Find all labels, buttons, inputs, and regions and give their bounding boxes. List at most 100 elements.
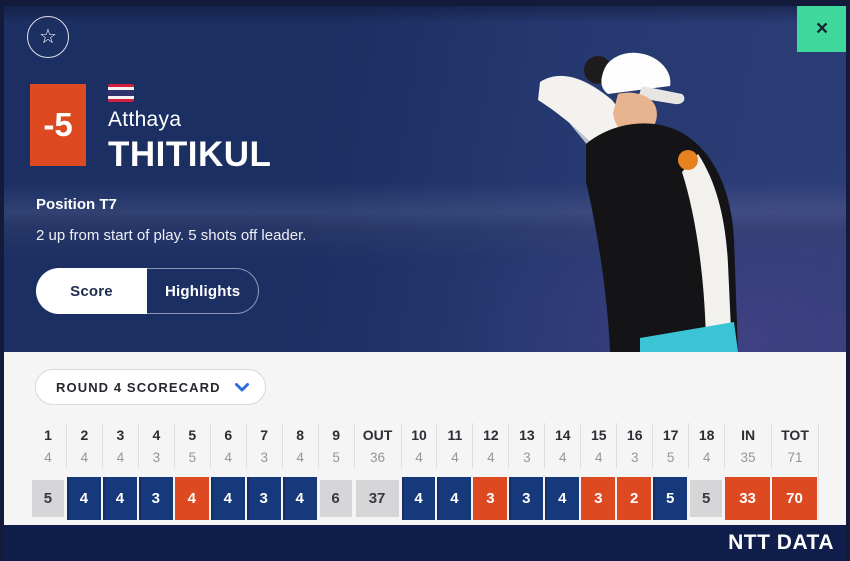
column-header: OUT 36 bbox=[353, 423, 401, 468]
score-cell: 4 bbox=[66, 477, 101, 520]
par-value: 4 bbox=[44, 449, 52, 465]
scorecard-column-in: IN 35 33 bbox=[724, 423, 771, 520]
score-cell: 3 bbox=[246, 477, 281, 520]
hole-number: 17 bbox=[662, 426, 679, 443]
par-value: 5 bbox=[188, 449, 197, 465]
score-cell-wrap: 4 bbox=[544, 477, 580, 520]
player-scorecard-modal: ☆ × -5 Atthaya THITIKUL Position T7 2 up… bbox=[4, 6, 846, 561]
tab-highlights[interactable]: Highlights bbox=[147, 268, 260, 314]
column-header: 15 4 bbox=[580, 423, 616, 468]
column-header: IN 35 bbox=[724, 423, 771, 468]
score-cell: 3 bbox=[509, 477, 544, 520]
scorecard-column-15: 15 4 3 bbox=[580, 423, 616, 520]
scorecard-column-13: 13 3 3 bbox=[508, 423, 544, 520]
scorecard-column-17: 17 5 5 bbox=[652, 423, 688, 520]
score-cell-wrap: 4 bbox=[436, 477, 472, 520]
favorite-button[interactable]: ☆ bbox=[27, 16, 69, 58]
hole-number: 6 bbox=[224, 426, 233, 443]
hole-number: TOT bbox=[781, 426, 809, 443]
hole-number: IN bbox=[741, 426, 756, 443]
round-selector-dropdown[interactable]: ROUND 4 SCORECARD bbox=[35, 369, 266, 405]
hole-number: 18 bbox=[698, 426, 715, 443]
score-cell: 37 bbox=[355, 480, 399, 517]
hole-number: 1 bbox=[44, 426, 52, 443]
par-value: 35 bbox=[740, 449, 756, 465]
score-cell-wrap: 5 bbox=[652, 477, 688, 520]
score-cell: 4 bbox=[545, 477, 580, 520]
par-value: 4 bbox=[487, 449, 495, 465]
scorecard-column-10: 10 4 4 bbox=[400, 423, 437, 520]
score-cell-wrap: 4 bbox=[174, 477, 210, 520]
par-value: 4 bbox=[296, 449, 304, 465]
tab-score[interactable]: Score bbox=[36, 268, 147, 314]
hole-number: 12 bbox=[483, 426, 499, 443]
column-header: 16 3 bbox=[616, 423, 652, 468]
par-value: 5 bbox=[332, 449, 340, 465]
status-text: 2 up from start of play. 5 shots off lea… bbox=[36, 227, 307, 244]
hole-number: 11 bbox=[447, 426, 463, 443]
column-header: 18 4 bbox=[688, 423, 724, 468]
score-cell: 2 bbox=[617, 477, 652, 520]
scorecard-column-11: 11 4 4 bbox=[436, 423, 472, 520]
hole-number: 16 bbox=[626, 426, 643, 443]
close-button[interactable]: × bbox=[797, 6, 846, 52]
par-value: 4 bbox=[595, 449, 603, 465]
score-cell: 6 bbox=[319, 480, 352, 517]
hole-number: 2 bbox=[80, 426, 89, 443]
column-header: 13 3 bbox=[508, 423, 544, 468]
score-cell: 5 bbox=[690, 480, 723, 517]
hole-number: 3 bbox=[116, 426, 125, 443]
score-to-par-badge: -5 bbox=[30, 84, 86, 166]
player-photo bbox=[492, 42, 832, 352]
score-cell-wrap: 3 bbox=[472, 477, 508, 520]
score-cell-wrap: 37 bbox=[354, 477, 401, 520]
score-cell: 4 bbox=[102, 477, 137, 520]
player-last-name: THITIKUL bbox=[108, 135, 272, 174]
par-value: 3 bbox=[523, 449, 531, 465]
score-cell: 4 bbox=[210, 477, 245, 520]
hole-number: 15 bbox=[590, 426, 607, 443]
round-selector-label: ROUND 4 SCORECARD bbox=[56, 379, 221, 395]
par-value: 4 bbox=[451, 449, 459, 465]
hole-number: 5 bbox=[188, 426, 197, 443]
hole-number: 13 bbox=[519, 426, 535, 443]
hole-number: 14 bbox=[555, 426, 571, 443]
score-cell: 70 bbox=[772, 477, 817, 520]
score-cell-wrap: 4 bbox=[401, 477, 437, 520]
scorecard-column-16: 16 3 2 bbox=[616, 423, 652, 520]
scorecard-column-out: OUT 36 37 bbox=[353, 423, 401, 520]
column-header: 11 4 bbox=[436, 423, 472, 468]
position-label: Position T7 bbox=[36, 196, 117, 213]
score-cell: 4 bbox=[282, 477, 317, 520]
par-value: 4 bbox=[559, 449, 567, 465]
column-header: 10 4 bbox=[400, 423, 437, 468]
golfer-illustration bbox=[538, 52, 738, 352]
score-cell-wrap: 6 bbox=[318, 477, 354, 520]
par-value: 3 bbox=[630, 449, 639, 465]
par-value: 3 bbox=[152, 449, 161, 465]
score-cell-wrap: 4 bbox=[102, 477, 138, 520]
score-cell: 4 bbox=[437, 477, 472, 520]
player-first-name: Atthaya bbox=[108, 108, 182, 131]
hole-number: 8 bbox=[296, 426, 305, 443]
hole-number: 7 bbox=[260, 426, 269, 443]
hero-section: ☆ × -5 Atthaya THITIKUL Position T7 2 up… bbox=[4, 6, 846, 352]
scorecard-column-18: 18 4 5 bbox=[688, 423, 724, 520]
column-header: TOT 71 bbox=[771, 423, 818, 468]
scorecard-column-12: 12 4 3 bbox=[472, 423, 508, 520]
player-header: -5 Atthaya THITIKUL bbox=[30, 84, 271, 175]
score-cell-wrap: 4 bbox=[66, 477, 102, 520]
score-cell-wrap: 4 bbox=[282, 477, 318, 520]
score-cell: 5 bbox=[653, 477, 688, 520]
score-cell-wrap: 4 bbox=[210, 477, 246, 520]
score-cell: 5 bbox=[32, 480, 64, 517]
score-cell: 4 bbox=[401, 477, 436, 520]
